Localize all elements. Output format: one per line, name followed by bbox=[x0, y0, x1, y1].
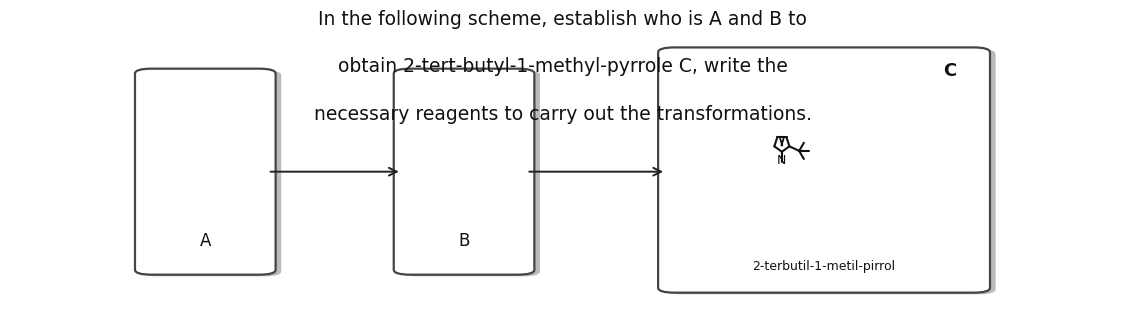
FancyBboxPatch shape bbox=[141, 70, 281, 276]
FancyBboxPatch shape bbox=[135, 69, 276, 275]
FancyBboxPatch shape bbox=[394, 69, 534, 275]
Text: N: N bbox=[777, 154, 786, 167]
Text: obtain 2-tert-butyl-1-methyl-pyrrole C, write the: obtain 2-tert-butyl-1-methyl-pyrrole C, … bbox=[338, 57, 788, 76]
Text: 2-terbutil-1-metil-pirrol: 2-terbutil-1-metil-pirrol bbox=[753, 260, 896, 273]
Text: C: C bbox=[943, 62, 956, 80]
Text: A: A bbox=[199, 232, 212, 250]
FancyBboxPatch shape bbox=[658, 47, 990, 293]
FancyBboxPatch shape bbox=[399, 70, 540, 276]
Text: B: B bbox=[458, 232, 470, 250]
FancyBboxPatch shape bbox=[664, 49, 996, 294]
Text: In the following scheme, establish who is A and B to: In the following scheme, establish who i… bbox=[318, 10, 807, 29]
Text: necessary reagents to carry out the transformations.: necessary reagents to carry out the tran… bbox=[314, 105, 811, 124]
